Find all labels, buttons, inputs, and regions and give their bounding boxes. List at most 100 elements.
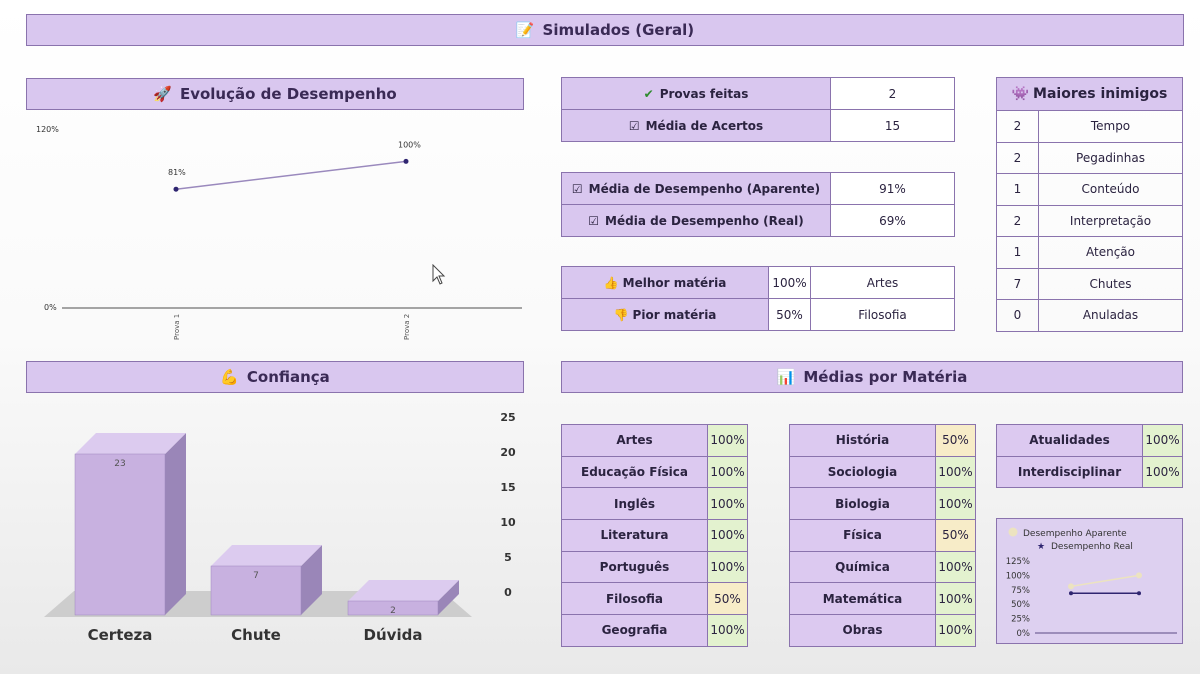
provas-feitas-label-cell: ✔ Provas feitas <box>561 77 831 110</box>
mini-y-tick: 125% <box>1006 557 1030 567</box>
confianca-category-label: Dúvida <box>364 626 423 644</box>
confianca-y-tick: 0 <box>504 586 512 599</box>
confianca-bar-side <box>438 580 459 615</box>
page-title-banner: 📝 Simulados (Geral) <box>26 14 1184 46</box>
stats-table-desempenho: ☑ Média de Desempenho (Aparente) 91% ☑ Méd… <box>561 172 955 237</box>
inimigo-count: 1 <box>996 236 1039 269</box>
materia-pct: 100% <box>707 550 748 584</box>
inimigo-count: 2 <box>996 204 1039 237</box>
confianca-bar-top <box>75 433 186 454</box>
mini-y-tick: 75% <box>1011 586 1030 596</box>
medias-header: 📊 Médias por Matéria <box>561 361 1183 393</box>
mini-point <box>1137 591 1141 596</box>
inimigo-label: Atenção <box>1038 236 1183 269</box>
evolucao-value-label: 100% <box>398 140 421 149</box>
materia-pct: 100% <box>707 455 748 489</box>
thumbs-up-icon: 👍 <box>603 275 619 290</box>
inimigo-count: 2 <box>996 141 1039 174</box>
confianca-bar-top <box>211 545 322 566</box>
bar-chart-icon: 📊 <box>776 368 796 386</box>
confianca-category-label: Certeza <box>88 626 153 644</box>
evolucao-point <box>403 158 409 164</box>
materia-name: Geografia <box>561 614 708 647</box>
mini-y-tick: 50% <box>1011 600 1030 610</box>
mini-y-tick: 0% <box>1017 629 1031 639</box>
desempenho-aparente-value: 91% <box>830 172 955 205</box>
confianca-bar <box>210 565 302 616</box>
confianca-y-tick: 20 <box>500 446 516 459</box>
inimigo-count: 7 <box>996 267 1039 300</box>
media-acertos-label: Média de Acertos <box>645 118 764 133</box>
desempenho-mini-chart: Desempenho Aparente ★ Desempenho Real 0% 25%… <box>996 518 1183 644</box>
inimigo-label: Interpretação <box>1038 204 1183 237</box>
materia-pct: 100% <box>935 550 976 584</box>
materia-name: Atualidades <box>996 424 1143 457</box>
mouse-cursor-icon <box>432 264 446 285</box>
inimigo-count: 1 <box>996 173 1039 206</box>
inimigo-label: Anuladas <box>1038 299 1183 332</box>
materia-name: Inglês <box>561 487 708 521</box>
pior-materia-label: Pior matéria <box>632 307 717 322</box>
evolucao-chart: 120% 0% 81% Prova 1 100% Prova 2 <box>36 125 522 340</box>
evolucao-title: Evolução de Desempenho <box>179 85 397 103</box>
materia-pct: 50% <box>935 519 976 552</box>
materia-name: Obras <box>789 614 936 647</box>
media-acertos-value: 15 <box>830 109 955 142</box>
melhor-materia-label-cell: 👍 Melhor matéria <box>561 266 769 299</box>
pior-materia-label-cell: 👎 Pior matéria <box>561 298 769 331</box>
inimigos-header: 👾 Maiores inimigos <box>996 77 1183 111</box>
evolucao-x-tick: Prova 1 <box>173 314 181 340</box>
materia-name: Literatura <box>561 519 708 552</box>
mini-y-tick: 100% <box>1006 571 1030 581</box>
confianca-value-label: 23 <box>114 459 125 469</box>
medias-table-col3: Atualidades 100% Interdisciplinar 100% <box>996 424 1183 489</box>
desempenho-aparente-label-cell: ☑ Média de Desempenho (Aparente) <box>561 172 831 205</box>
desempenho-real-label-cell: ☑ Média de Desempenho (Real) <box>561 204 831 237</box>
materia-pct: 100% <box>935 614 976 647</box>
materia-pct: 100% <box>707 487 748 521</box>
confianca-y-tick: 15 <box>500 481 515 494</box>
materia-name: Química <box>789 550 936 584</box>
legend-label-aparente: Desempenho Aparente <box>1023 529 1127 539</box>
evolucao-x-tick: Prova 2 <box>403 314 411 340</box>
materia-name: Física <box>789 519 936 552</box>
evolucao-ytick-bottom: 0% <box>44 303 57 312</box>
melhor-materia-label: Melhor matéria <box>622 275 727 290</box>
confianca-value-label: 2 <box>390 606 396 616</box>
confianca-y-tick: 10 <box>500 516 516 529</box>
pior-materia-pct: 50% <box>768 298 811 331</box>
confianca-bar-side <box>165 433 186 615</box>
pior-materia-name: Filosofia <box>810 298 955 331</box>
legend-marker-real: ★ <box>1037 542 1045 552</box>
evolucao-header: 🚀 Evolução de Desempenho <box>26 78 524 110</box>
memo-icon: 📝 <box>515 21 535 39</box>
confianca-bar <box>347 600 439 616</box>
confianca-title: Confiança <box>246 368 330 386</box>
provas-feitas-label: Provas feitas <box>659 86 749 101</box>
materia-name: Interdisciplinar <box>996 455 1143 489</box>
stats-table-materias: 👍 Melhor matéria 100% Artes 👎 Pior matéria… <box>561 266 955 331</box>
check-icon: ✔ <box>643 86 654 101</box>
inimigo-label: Conteúdo <box>1038 173 1183 206</box>
enemy-icon: 👾 <box>1011 86 1030 102</box>
inimigo-label: Pegadinhas <box>1038 141 1183 174</box>
thumbs-down-icon: 👎 <box>613 307 629 322</box>
medias-table-col2: História 50% Sociologia 100% Biologia 100% … <box>789 424 976 647</box>
checkbox-icon: ☑ <box>588 213 600 228</box>
rocket-icon: 🚀 <box>153 85 172 103</box>
evolucao-series-line <box>175 160 407 190</box>
materia-pct: 50% <box>935 424 976 457</box>
medias-title: Médias por Matéria <box>803 368 968 386</box>
inimigo-label: Tempo <box>1038 110 1183 143</box>
materia-name: Filosofia <box>561 582 708 616</box>
evolucao-ytick-top: 120% <box>36 125 59 134</box>
melhor-materia-pct: 100% <box>768 266 811 299</box>
confianca-category-label: Chute <box>231 626 281 644</box>
materia-name: História <box>789 424 936 457</box>
confianca-value-label: 7 <box>253 571 259 581</box>
desempenho-real-value: 69% <box>830 204 955 237</box>
materia-pct: 50% <box>707 582 748 616</box>
melhor-materia-name: Artes <box>810 266 955 299</box>
materia-pct: 100% <box>935 582 976 616</box>
inimigos-title: Maiores inimigos <box>1033 86 1168 102</box>
